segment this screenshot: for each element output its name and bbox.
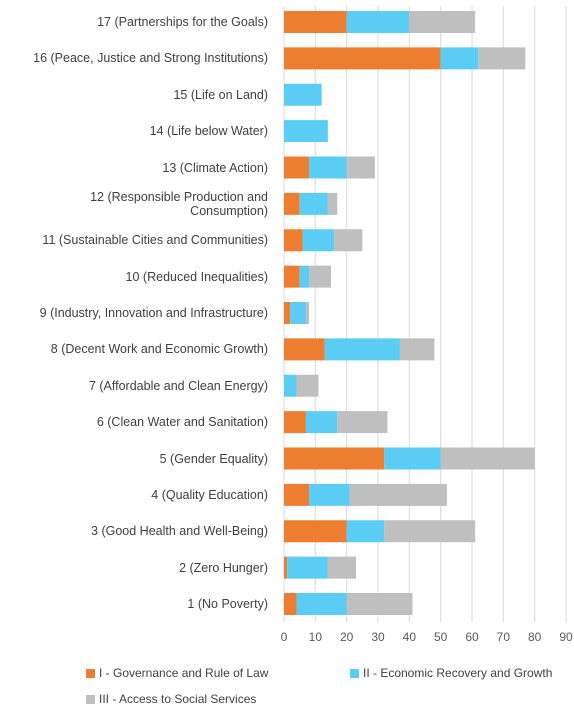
bar-segment: [399, 338, 435, 361]
x-tick-label: 10: [308, 630, 323, 644]
bar-segment: [284, 593, 297, 615]
bar-segment: [284, 483, 310, 506]
bar-segment: [302, 229, 335, 252]
x-tick-label: 20: [339, 630, 354, 644]
bar-segment: [384, 447, 441, 470]
legend-item: I - Governance and Rule of Law: [86, 666, 268, 680]
category-label: 3 (Good Health and Well-Being): [91, 524, 268, 539]
category-label: 8 (Decent Work and Economic Growth): [50, 342, 268, 357]
bar-segment: [284, 192, 300, 215]
category-label: 13 (Climate Action): [162, 160, 268, 175]
bar-segment: [305, 302, 310, 324]
bar-segment: [299, 192, 328, 215]
bar-segment: [305, 411, 338, 434]
x-tick-label: 50: [433, 630, 448, 644]
bar-segment: [284, 265, 300, 288]
bar-segment: [384, 520, 476, 543]
bar-segment: [284, 520, 347, 543]
bar-segment: [327, 192, 338, 215]
bar-segment: [296, 374, 319, 397]
category-label: 14 (Life below Water): [149, 124, 268, 139]
bar-segment: [334, 229, 363, 252]
bar-segment: [346, 156, 375, 179]
category-label: 17 (Partnerships for the Goals): [97, 15, 268, 29]
legend-label: III - Access to Social Services: [99, 692, 257, 706]
bar-segment: [440, 47, 479, 70]
bar-segment: [284, 374, 297, 397]
bar-segment: [309, 156, 347, 179]
bar-segment: [284, 229, 303, 252]
bar-segment: [296, 593, 347, 615]
bar-segment: [349, 483, 447, 506]
bar-segment: [409, 11, 476, 33]
x-tick-label: 0: [280, 630, 288, 644]
legend-swatch: [86, 668, 95, 678]
bar-segment: [284, 11, 347, 33]
category-label: 2 (Zero Hunger): [179, 560, 268, 575]
bar-segment: [284, 338, 325, 361]
category-label: 16 (Peace, Justice and Strong Institutio…: [33, 51, 268, 66]
legend-item: III - Access to Social Services: [86, 692, 256, 706]
category-label: 15 (Life on Land): [173, 87, 268, 102]
category-label: 10 (Reduced Inequalities): [125, 269, 268, 284]
bar-segment: [284, 447, 385, 470]
category-label: 9 (Industry, Innovation and Infrastructu…: [39, 306, 268, 320]
bar-segment: [284, 83, 322, 106]
legend-label: I - Governance and Rule of Law: [99, 666, 269, 680]
bar-segment: [284, 47, 441, 70]
x-tick-label: 90: [559, 630, 573, 644]
category-label: 4 (Quality Education): [151, 487, 268, 502]
category-label: 5 (Gender Equality): [159, 451, 268, 466]
bar-segment: [284, 156, 310, 179]
x-tick-label: 60: [465, 630, 479, 644]
bar-segment: [284, 411, 306, 434]
bar-segment: [478, 47, 526, 70]
bar-segment: [346, 11, 410, 33]
category-label: 11 (Sustainable Cities and Communities): [42, 233, 268, 248]
bar-segment: [309, 483, 350, 506]
bar-segment: [290, 302, 306, 324]
bar-segment: [337, 411, 388, 434]
bar-segment: [287, 556, 328, 579]
bar-segment: [284, 302, 291, 324]
category-label: 1 (No Poverty): [187, 597, 268, 611]
bar-segment: [284, 556, 288, 579]
bar-segment: [346, 520, 385, 543]
category-label: 7 (Affordable and Clean Energy): [88, 378, 268, 393]
x-tick-label: 40: [402, 630, 417, 644]
x-tick-label: 30: [371, 630, 385, 644]
bar-segment: [327, 556, 357, 579]
x-tick-label: 70: [496, 630, 511, 644]
bar-segment: [309, 265, 331, 288]
legend-swatch: [350, 668, 359, 678]
legend-swatch: [86, 694, 95, 704]
bar-segment: [299, 265, 310, 288]
legend-item: II - Economic Recovery and Growth: [350, 666, 552, 680]
x-tick-label: 80: [527, 630, 542, 644]
bar-segment: [346, 593, 413, 615]
category-label: 12 (Responsible Production and Consumpti…: [90, 189, 268, 218]
bar-segment: [284, 120, 328, 143]
legend-label: II - Economic Recovery and Growth: [363, 666, 553, 680]
bar-segment: [440, 447, 535, 470]
bar-segment: [324, 338, 400, 361]
category-label: 6 (Clean Water and Sanitation): [96, 415, 268, 430]
